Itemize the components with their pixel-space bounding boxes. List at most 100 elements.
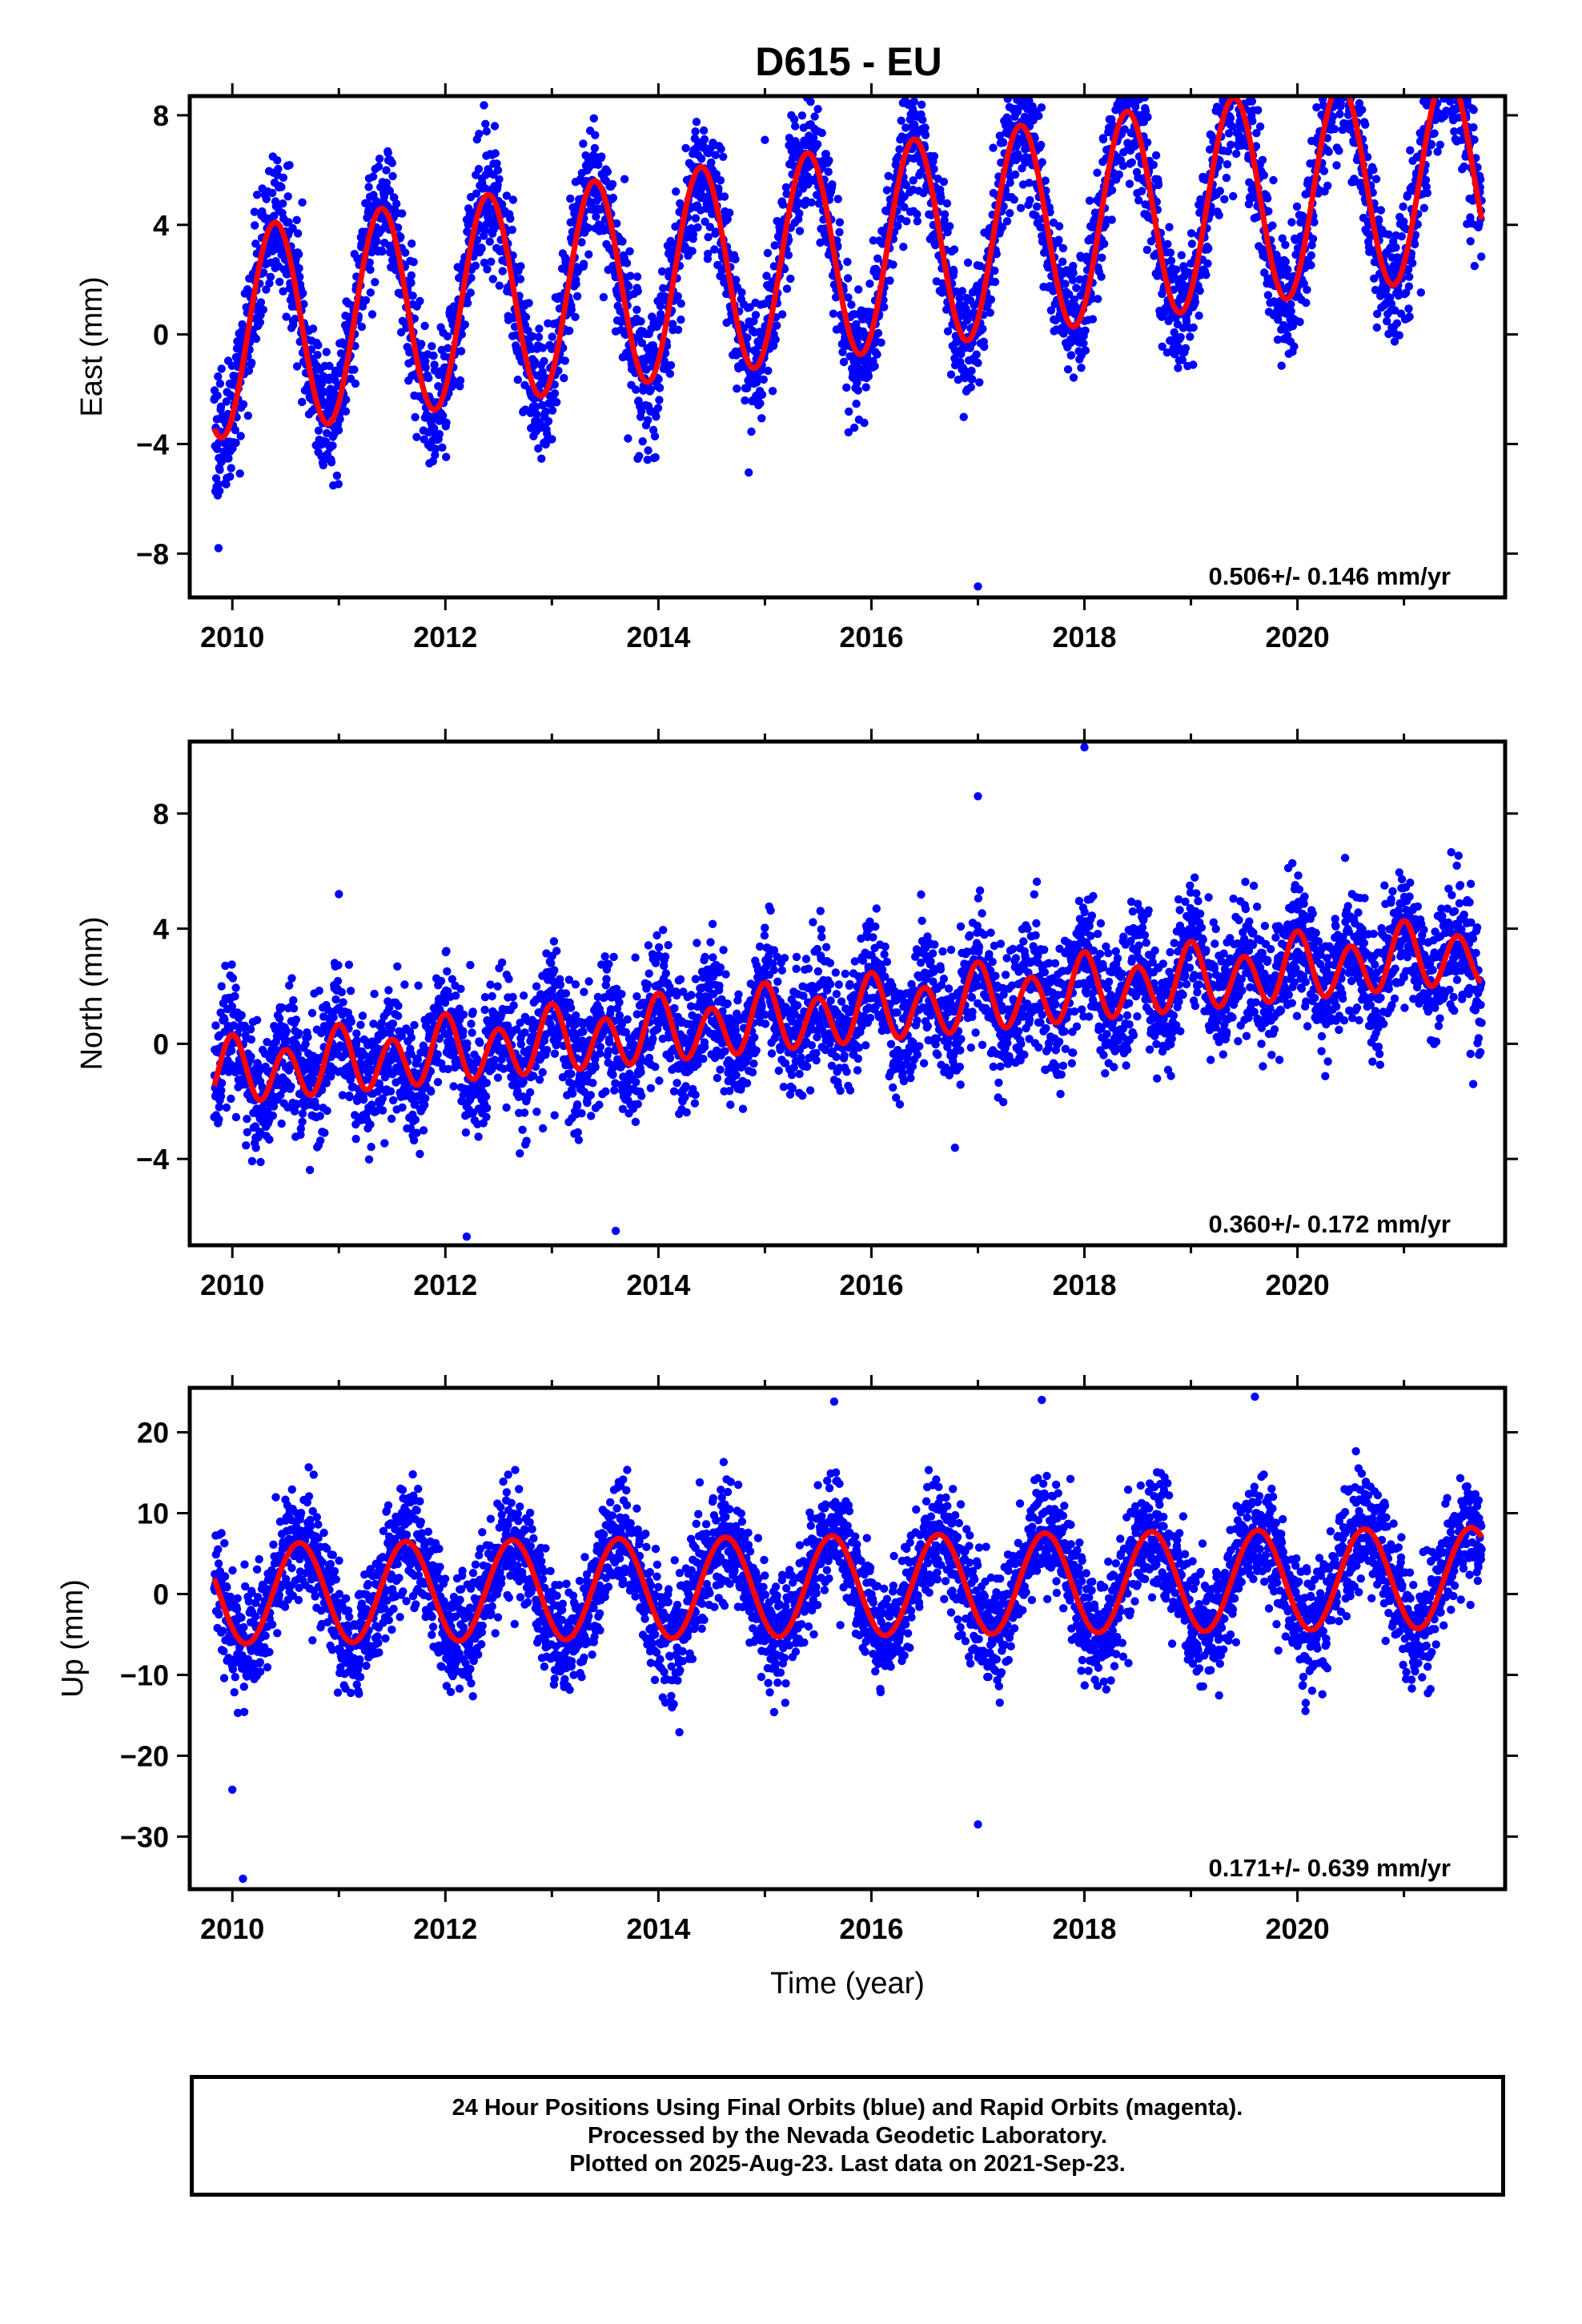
data-point (378, 247, 387, 256)
data-point (1441, 46, 1449, 54)
data-point (1333, 53, 1341, 61)
data-point (252, 1015, 262, 1025)
data-point (495, 175, 504, 183)
data-point (1081, 326, 1090, 335)
data-point (1242, 62, 1250, 70)
data-point (364, 1155, 374, 1164)
data-point (374, 162, 383, 171)
data-point (1230, 84, 1238, 92)
data-point (1338, 53, 1346, 61)
data-point (829, 309, 838, 318)
data-point (1466, 237, 1475, 246)
data-point (781, 183, 791, 192)
data-point (625, 247, 634, 255)
data-point (513, 376, 522, 384)
data-point (655, 384, 665, 392)
data-point (972, 350, 981, 359)
data-point (537, 454, 546, 463)
data-point (608, 179, 617, 189)
data-point (215, 486, 224, 496)
data-point (299, 289, 307, 298)
data-point (1215, 211, 1223, 219)
data-point (1442, 68, 1450, 76)
data-point (1030, 82, 1038, 90)
data-point (408, 292, 417, 300)
data-point (1219, 50, 1227, 58)
data-point (361, 296, 371, 305)
data-point (1255, 122, 1265, 131)
data-point (958, 287, 967, 296)
data-point (227, 464, 235, 472)
data-point (1100, 239, 1109, 248)
data-point (283, 192, 292, 201)
x-tick-label: 2018 (1052, 621, 1116, 653)
data-point (1456, 85, 1464, 93)
data-point (540, 356, 548, 366)
data-point (1114, 170, 1124, 179)
data-point (854, 285, 863, 294)
data-point (1456, 76, 1464, 84)
x-tick-label: 2020 (1266, 621, 1330, 653)
data-point (828, 180, 837, 189)
data-point (365, 258, 374, 267)
data-point (835, 218, 845, 227)
data-point (344, 960, 354, 969)
data-point (1408, 259, 1417, 267)
data-point (408, 239, 416, 248)
data-point (603, 167, 612, 176)
data-point (1154, 180, 1163, 190)
data-point (1118, 161, 1128, 171)
data-point (256, 298, 266, 307)
data-point (669, 320, 677, 328)
data-point (1125, 65, 1133, 73)
y-axis-label: East (mm) (75, 276, 109, 416)
data-point (506, 214, 515, 223)
data-point (1338, 62, 1346, 70)
data-point (1445, 77, 1453, 85)
data-point (214, 480, 223, 489)
data-point (347, 1017, 355, 1027)
data-point (817, 128, 826, 138)
data-point (1444, 39, 1452, 47)
data-point (1010, 170, 1020, 179)
data-point (1126, 76, 1134, 84)
data-point (1016, 47, 1024, 55)
data-point (1430, 66, 1438, 74)
data-point (273, 156, 282, 165)
data-point (1002, 217, 1012, 226)
data-point (731, 255, 740, 263)
data-point (978, 324, 987, 333)
data-point (295, 250, 303, 259)
data-point (1195, 286, 1204, 296)
data-point (657, 267, 667, 276)
data-point (366, 265, 375, 274)
data-point (636, 317, 645, 326)
data-point (1063, 365, 1073, 374)
data-point (1232, 40, 1240, 48)
data-point (358, 302, 367, 311)
data-point (1372, 323, 1382, 332)
data-point (1341, 68, 1349, 76)
data-point (901, 180, 911, 190)
data-point (334, 426, 343, 435)
data-point (712, 170, 721, 179)
data-point (1120, 125, 1129, 134)
data-point (882, 186, 892, 195)
data-point (745, 468, 753, 477)
data-point (1445, 57, 1453, 65)
data-point (421, 363, 430, 372)
data-point (1227, 140, 1235, 149)
data-point (487, 257, 496, 266)
data-point (980, 342, 989, 352)
data-point (268, 1111, 277, 1120)
data-point (1303, 285, 1311, 294)
data-point (251, 334, 261, 344)
data-point (1058, 243, 1068, 253)
data-point (1020, 58, 1028, 66)
data-point (869, 236, 878, 245)
data-point (1151, 151, 1161, 160)
data-point (1330, 78, 1338, 86)
scatter-points-east (210, 39, 1486, 591)
data-point (745, 303, 754, 312)
data-point (1093, 168, 1102, 177)
